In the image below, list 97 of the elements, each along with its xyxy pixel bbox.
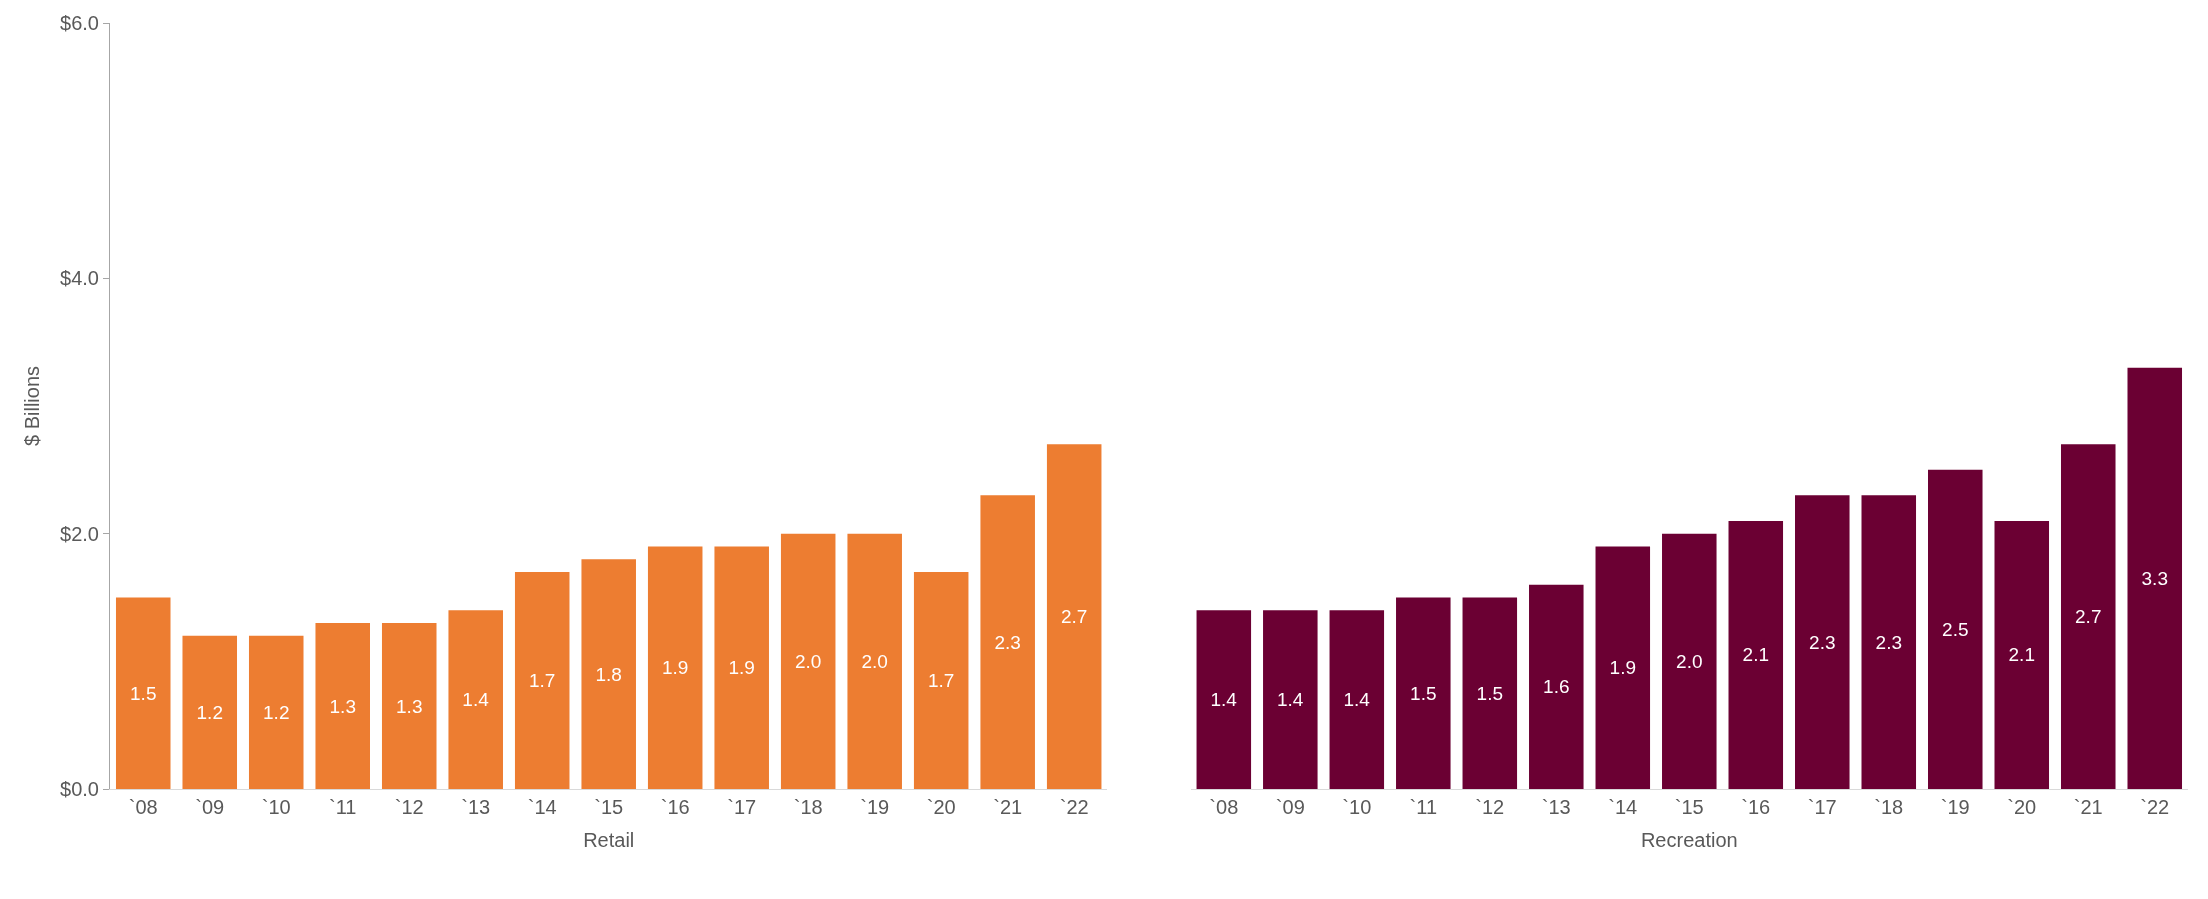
x-tick-label: `19 bbox=[1940, 796, 1970, 818]
x-tick-label: `09 bbox=[1275, 796, 1305, 818]
data-label: 2.3 bbox=[1875, 631, 1902, 653]
x-tick-label: `16 bbox=[660, 796, 690, 818]
data-label: 2.7 bbox=[2075, 606, 2102, 628]
x-tick-label: `11 bbox=[1409, 796, 1438, 818]
x-tick-label: `14 bbox=[527, 796, 557, 818]
bar bbox=[2060, 444, 2116, 789]
x-tick-label: `12 bbox=[1475, 796, 1505, 818]
y-tick-label: $4.0 bbox=[60, 267, 99, 290]
data-label: 1.9 bbox=[1609, 657, 1636, 679]
data-label: 1.6 bbox=[1543, 676, 1570, 698]
bar bbox=[115, 597, 171, 789]
x-tick-label: `22 bbox=[1059, 796, 1089, 818]
y-tick-label: $0.0 bbox=[60, 778, 99, 800]
data-label: 2.3 bbox=[994, 631, 1021, 653]
x-tick-label: `13 bbox=[1541, 796, 1571, 818]
bar bbox=[714, 546, 769, 789]
data-label: 1.3 bbox=[329, 695, 356, 717]
data-label: 1.5 bbox=[1476, 682, 1504, 704]
data-label: 2.3 bbox=[1809, 631, 1836, 653]
x-tick-label: `12 bbox=[394, 796, 424, 818]
bar bbox=[581, 559, 636, 789]
data-label: 2.0 bbox=[794, 650, 822, 672]
data-label: 1.9 bbox=[662, 657, 689, 679]
data-label: 3.3 bbox=[2141, 567, 2168, 589]
x-tick-label: `08 bbox=[128, 796, 158, 818]
x-tick-label: `11 bbox=[329, 796, 357, 818]
bar bbox=[1046, 444, 1102, 789]
x-tick-label: `16 bbox=[1741, 796, 1771, 818]
bar bbox=[514, 571, 570, 789]
x-tick-label: `17 bbox=[1807, 796, 1837, 818]
data-label: 1.4 bbox=[1343, 689, 1371, 711]
bar bbox=[647, 546, 703, 789]
bar bbox=[381, 623, 437, 789]
bar bbox=[980, 495, 1035, 789]
x-tick-label: `08 bbox=[1209, 796, 1239, 818]
bar bbox=[780, 533, 836, 789]
data-label: 1.9 bbox=[728, 657, 755, 679]
x-tick-label: `20 bbox=[2007, 796, 2037, 818]
bar bbox=[248, 635, 304, 789]
data-label: 2.1 bbox=[2008, 644, 2035, 666]
x-tick-label: `17 bbox=[727, 796, 757, 818]
bar bbox=[1994, 520, 2050, 789]
bar bbox=[1728, 520, 1784, 789]
y-tick-label: $2.0 bbox=[60, 522, 99, 545]
data-label: 1.7 bbox=[927, 669, 955, 691]
data-label: 1.5 bbox=[130, 682, 157, 704]
bar bbox=[1462, 597, 1518, 789]
bar bbox=[1196, 610, 1252, 789]
data-label: 1.4 bbox=[462, 689, 490, 711]
x-tick-label: `09 bbox=[195, 796, 225, 818]
data-label: 1.4 bbox=[1276, 689, 1304, 711]
x-tick-label: `18 bbox=[793, 796, 823, 818]
bar bbox=[2127, 367, 2183, 789]
data-label: 1.2 bbox=[196, 701, 223, 723]
data-label: 1.7 bbox=[529, 669, 556, 691]
y-tick-label: $6.0 bbox=[60, 12, 99, 34]
x-tick-label: `15 bbox=[594, 796, 624, 818]
bar bbox=[182, 635, 238, 789]
x-tick-label: `18 bbox=[1874, 796, 1904, 818]
x-tick-label: `13 bbox=[461, 796, 491, 818]
x-tick-label: `15 bbox=[1674, 796, 1704, 818]
data-label: 2.0 bbox=[1676, 650, 1703, 672]
data-label: 1.5 bbox=[1410, 682, 1437, 704]
bar bbox=[1529, 584, 1584, 789]
bar bbox=[1329, 610, 1385, 789]
data-label: 2.5 bbox=[1942, 618, 1969, 640]
x-tick-label: `22 bbox=[2140, 796, 2170, 818]
bar bbox=[1263, 610, 1318, 789]
x-tick-label: `21 bbox=[993, 796, 1023, 818]
bar bbox=[448, 610, 503, 789]
x-tick-label: `19 bbox=[860, 796, 890, 818]
bar bbox=[913, 571, 969, 789]
bar bbox=[1396, 597, 1451, 789]
data-label: 1.2 bbox=[263, 701, 290, 723]
bar bbox=[1861, 495, 1917, 789]
x-tick-label: `20 bbox=[926, 796, 956, 818]
bar bbox=[847, 533, 902, 789]
data-label: 1.3 bbox=[396, 695, 423, 717]
bar bbox=[315, 623, 370, 789]
bar bbox=[1595, 546, 1651, 789]
bar bbox=[1928, 469, 1983, 789]
x-tick-label: `21 bbox=[2073, 796, 2103, 818]
x-tick-label: `10 bbox=[261, 796, 291, 818]
data-label: 2.1 bbox=[1742, 644, 1769, 666]
bar bbox=[1795, 495, 1850, 789]
x-axis-title: Recreation bbox=[1640, 828, 1738, 851]
data-label: 2.0 bbox=[861, 650, 888, 672]
y-axis-title: $ Billions bbox=[20, 365, 43, 447]
data-label: 1.8 bbox=[595, 663, 622, 685]
x-axis-title: Retail bbox=[583, 828, 635, 851]
data-label: 2.7 bbox=[1060, 606, 1088, 628]
data-label: 1.4 bbox=[1210, 689, 1238, 711]
x-tick-label: `14 bbox=[1608, 796, 1638, 818]
x-tick-label: `10 bbox=[1342, 796, 1372, 818]
bar bbox=[1662, 533, 1717, 789]
